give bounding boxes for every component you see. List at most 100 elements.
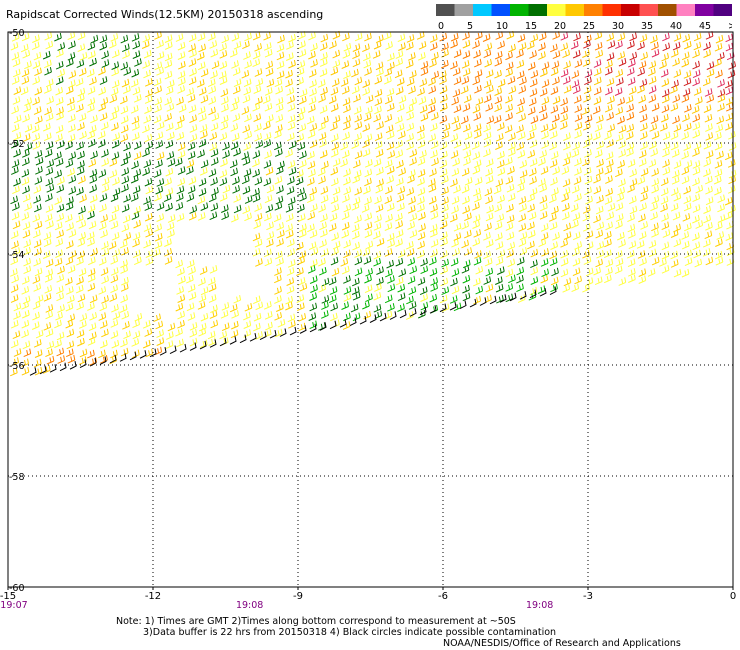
wind-barb <box>110 274 119 284</box>
wind-barb <box>110 33 119 42</box>
wind-barb <box>452 88 461 98</box>
wind-barb <box>504 124 513 134</box>
wind-barb <box>21 212 30 221</box>
wind-barb <box>726 221 734 230</box>
wind-barb <box>299 88 308 98</box>
wind-barb <box>101 149 109 158</box>
wind-barb <box>308 69 317 78</box>
wind-barb <box>264 150 272 159</box>
wind-barb <box>100 229 108 239</box>
wind-barb <box>277 160 285 170</box>
wind-barb <box>199 340 207 350</box>
wind-barb <box>49 364 57 373</box>
wind-barb <box>539 149 547 159</box>
wind-barb <box>178 275 186 285</box>
wind-barb <box>473 295 482 305</box>
wind-barb <box>97 130 106 140</box>
wind-barb <box>384 76 392 85</box>
wind-barb <box>451 285 460 295</box>
wind-barb <box>308 96 317 105</box>
wind-barb <box>22 185 30 195</box>
wind-barb <box>728 175 736 185</box>
wind-barb <box>239 334 247 344</box>
wind-barb <box>474 193 482 203</box>
wind-barb <box>725 33 734 43</box>
wind-barb <box>131 160 139 170</box>
wind-barb <box>596 158 604 168</box>
wind-barb <box>198 43 206 53</box>
wind-barb <box>387 52 395 62</box>
wind-barb <box>44 285 53 294</box>
wind-barb <box>78 205 86 215</box>
wind-barb <box>165 86 174 96</box>
wind-barb <box>549 194 557 204</box>
wind-barb <box>43 322 52 331</box>
wind-barb <box>24 60 32 70</box>
wind-barb <box>583 40 591 49</box>
wind-barb <box>264 49 273 58</box>
wind-barb <box>330 256 339 266</box>
wind-barb <box>101 184 110 193</box>
wind-barb <box>639 34 648 43</box>
wind-barb <box>167 214 176 223</box>
wind-barb <box>320 52 328 61</box>
wind-barb <box>133 141 142 150</box>
wind-barb <box>505 61 514 71</box>
wind-barb <box>177 70 186 80</box>
wind-barb <box>175 302 184 312</box>
wind-barb <box>120 265 128 274</box>
wind-barb <box>241 175 250 185</box>
wind-barb <box>111 304 119 313</box>
wind-barb <box>166 151 175 160</box>
wind-barb <box>78 175 86 185</box>
wind-barb <box>527 193 535 203</box>
wind-barb <box>76 276 84 285</box>
wind-barb <box>703 41 711 51</box>
wind-barb <box>275 148 283 157</box>
wind-barb <box>683 122 692 132</box>
wind-barb <box>440 277 449 287</box>
wind-barb <box>617 186 625 196</box>
wind-barb <box>342 194 350 203</box>
wind-barb <box>462 50 471 59</box>
legend-swatch <box>510 4 529 16</box>
wind-barb <box>112 177 120 186</box>
wind-barb <box>166 222 175 231</box>
wind-barb <box>714 186 722 196</box>
legend-swatch <box>676 4 696 16</box>
legend-swatch <box>436 4 455 16</box>
wind-barb <box>265 204 274 213</box>
wind-barb <box>165 140 174 149</box>
wind-barb <box>89 184 97 193</box>
wind-barb <box>68 70 77 79</box>
wind-barb <box>617 115 625 125</box>
wind-barb <box>177 41 186 51</box>
wind-barb <box>331 267 340 277</box>
wind-barb <box>266 78 275 88</box>
wind-barb <box>538 42 546 51</box>
wind-barb <box>717 103 725 112</box>
wind-barb <box>604 67 613 76</box>
wind-barb <box>541 268 549 278</box>
wind-barb <box>483 79 492 89</box>
wind-barb <box>165 187 174 197</box>
wind-barb <box>34 176 43 185</box>
wind-barb <box>650 211 658 221</box>
wind-barb <box>386 165 395 175</box>
wind-barb <box>585 267 594 277</box>
wind-barb <box>519 159 528 169</box>
wind-barb <box>640 122 648 132</box>
wind-barb <box>252 168 260 178</box>
wind-barb <box>606 112 614 121</box>
wind-barb <box>594 149 603 158</box>
wind-barb <box>604 249 612 259</box>
wind-barb <box>276 60 285 70</box>
wind-barb <box>389 311 397 320</box>
wind-barb <box>406 104 414 114</box>
wind-barb <box>639 202 647 212</box>
wind-barb <box>505 293 514 303</box>
wind-barb <box>21 177 30 186</box>
wind-barb <box>166 331 174 340</box>
wind-barb <box>692 232 700 241</box>
wind-barb <box>583 256 592 265</box>
